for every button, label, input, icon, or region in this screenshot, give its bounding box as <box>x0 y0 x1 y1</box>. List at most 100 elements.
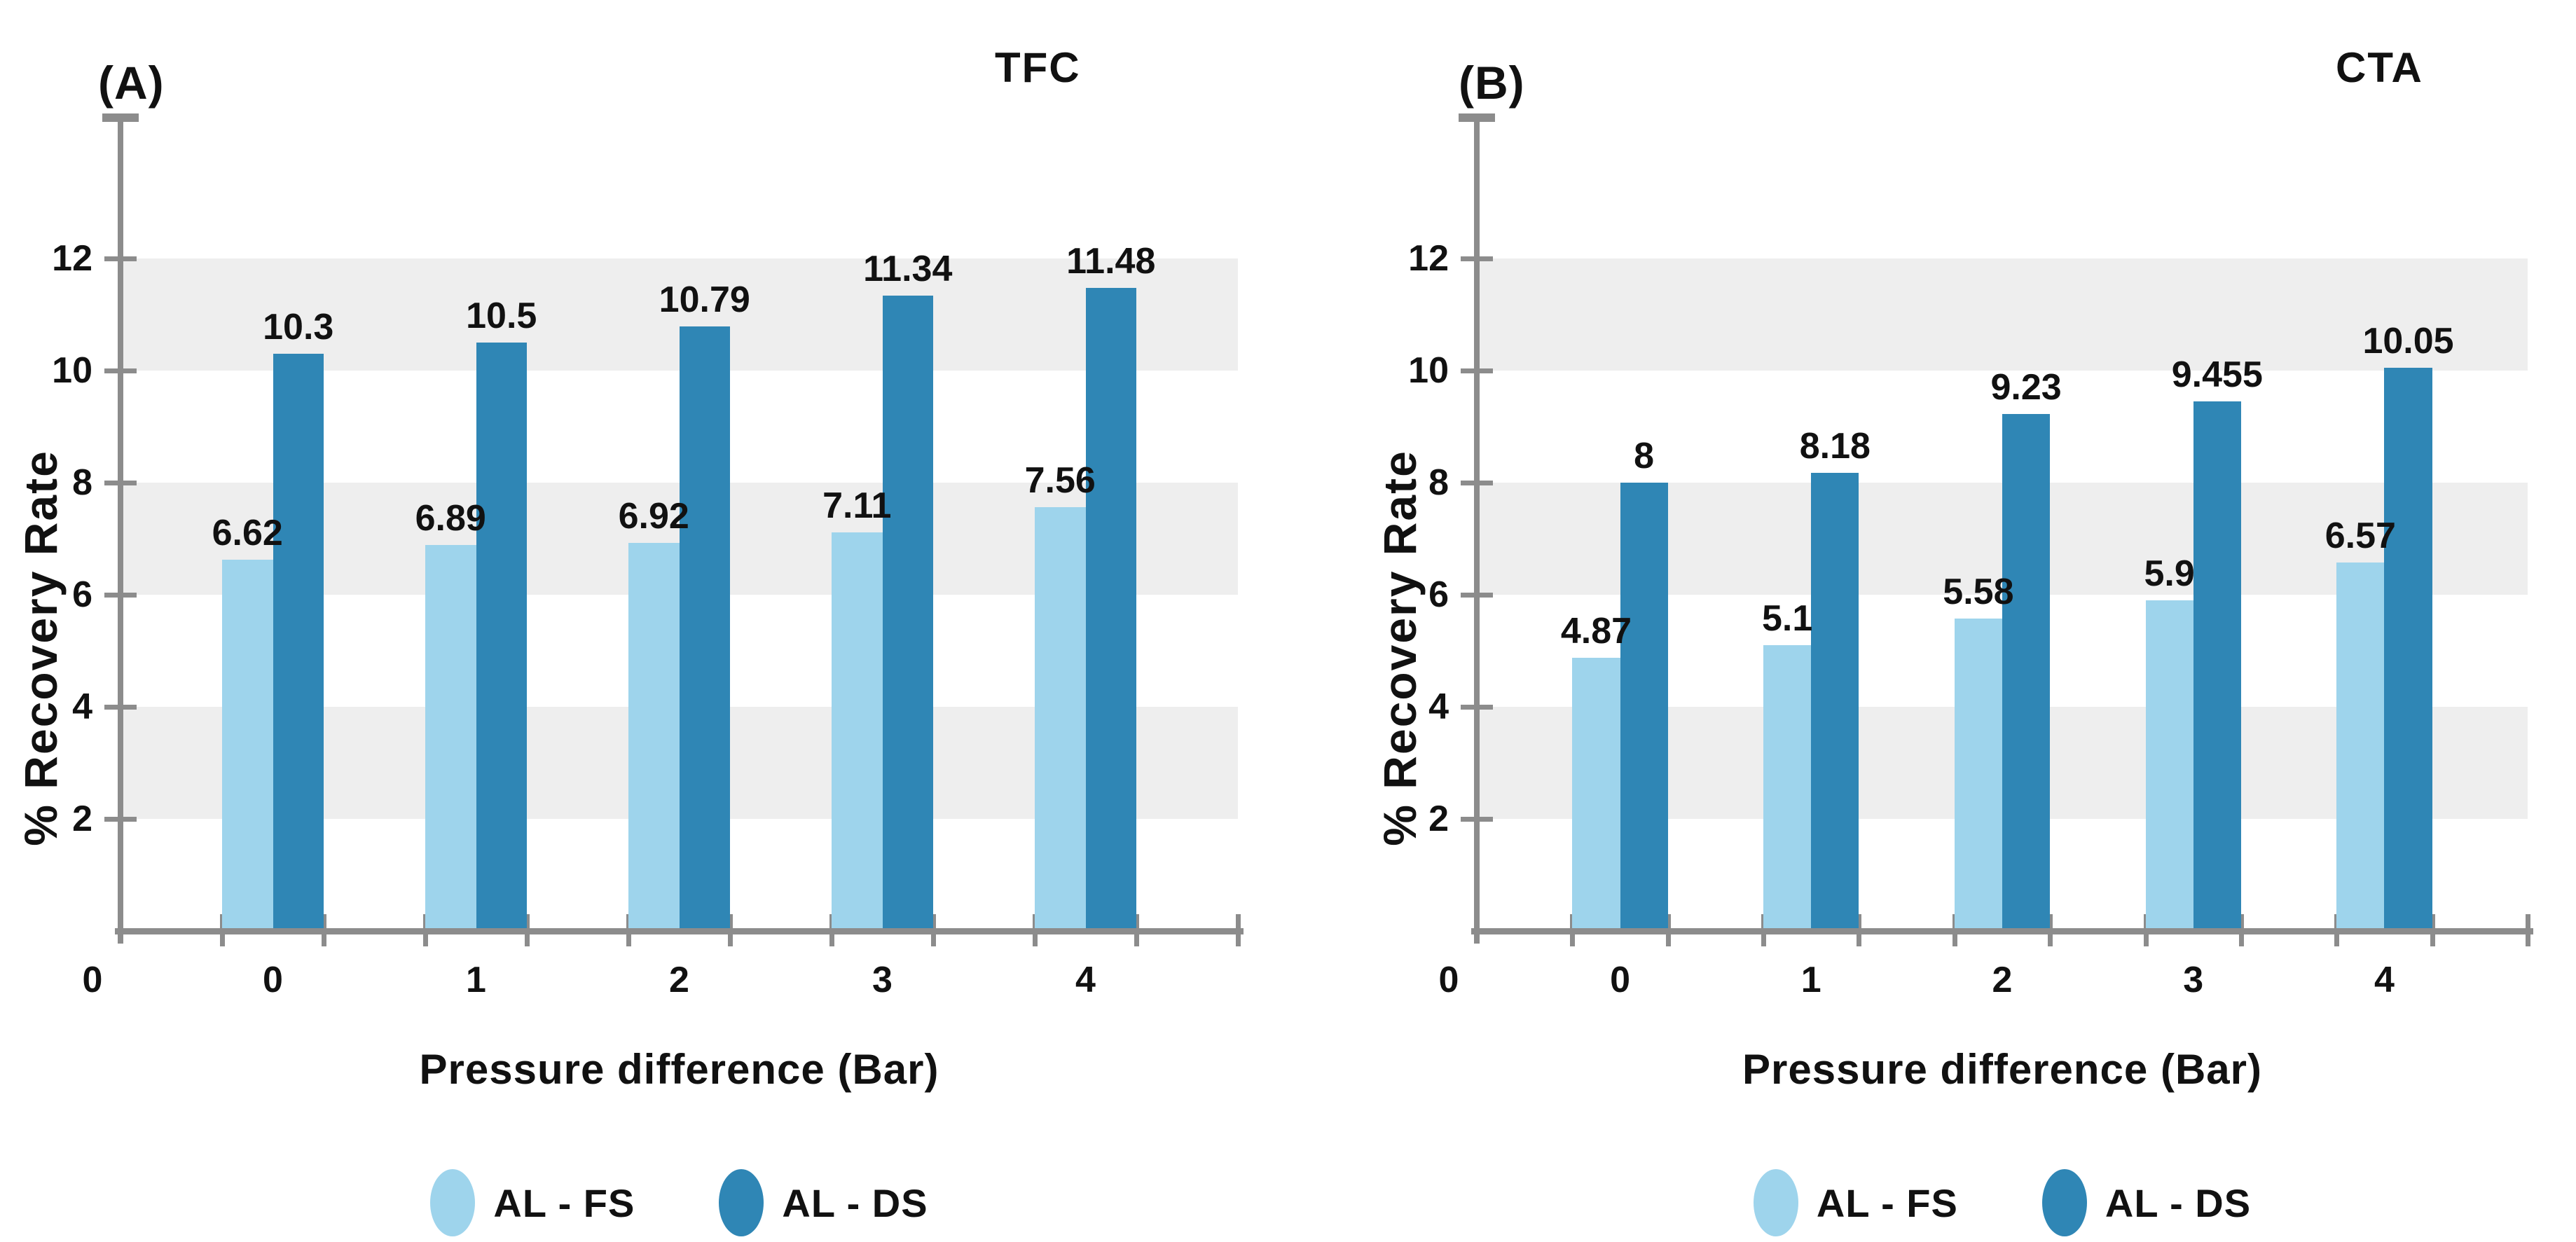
bar-al-fs <box>425 544 476 931</box>
x-category-label: 4 <box>2374 960 2395 1000</box>
y-tick-label: 10 <box>1408 350 1449 391</box>
legend-label-al-fs: AL - FS <box>1816 1180 1958 1225</box>
y-tick <box>1461 817 1493 822</box>
bar-al-fs <box>1763 645 1812 931</box>
y-tick <box>104 368 137 373</box>
bar-value-label: 10.05 <box>2362 321 2454 361</box>
legend: AL - FS AL - DS <box>1477 1164 2528 1241</box>
y-tick-label: 8 <box>1428 462 1449 503</box>
bar-al-fs <box>222 560 273 931</box>
bar-al-ds <box>1811 472 1859 931</box>
bar-value-label: 11.34 <box>863 248 953 289</box>
y-tick-label: 12 <box>1408 238 1449 279</box>
bar-al-fs <box>1954 618 2002 931</box>
legend-item-al-ds: AL - DS <box>2041 1169 2252 1236</box>
bar-al-ds <box>1620 483 1668 931</box>
chart-title-cta: CTA <box>2336 44 2423 91</box>
x-category-label: 4 <box>1075 960 1096 1000</box>
bar-al-ds <box>2384 368 2432 931</box>
plot-area: 2 4 6 8 10 12 0 0 6.62 10.3 1 6.89 10.5 2 6.92 10.79 3 7.… <box>52 113 1244 1000</box>
y-tick <box>104 705 137 710</box>
y-tick-label: 2 <box>72 799 92 839</box>
x-axis-title: Pressure difference (Bar) <box>419 1046 939 1093</box>
y-tick-label: 4 <box>1428 686 1449 727</box>
bar-value-label: 8 <box>1634 436 1655 476</box>
x-category-label: 0 <box>1610 960 1630 1000</box>
bar-value-label: 6.62 <box>212 513 283 554</box>
legend-label-al-ds: AL - DS <box>2105 1180 2252 1225</box>
y-tick-label: 12 <box>52 238 92 279</box>
panel-label-a: (A) <box>98 57 165 109</box>
y-axis-label: % Recovery Rate <box>15 450 67 846</box>
legend-item-al-fs: AL - FS <box>430 1169 635 1236</box>
chart-panel-b: (B) CTA % Recovery Rate 2 4 6 8 10 12 0 0 4.87 8 1… <box>1288 0 2575 1242</box>
chart-title-tfc: TFC <box>995 44 1081 91</box>
panel-label-b: (B) <box>1459 57 1525 109</box>
bar-al-fs <box>2145 600 2193 931</box>
plot-area: 2 4 6 8 10 12 0 0 4.87 8 1 5.1 8.18 2 5.58 9.23 3 5.9 9.45… <box>1408 113 2533 1000</box>
y-axis-line <box>1474 118 1480 944</box>
bar-value-label: 10.79 <box>659 279 750 320</box>
x-category-label: 1 <box>1800 960 1821 1000</box>
bar-al-fs <box>2336 563 2385 931</box>
bar-value-label: 5.1 <box>1762 598 1813 639</box>
legend: AL - FS AL - DS <box>120 1164 1238 1241</box>
origin-label: 0 <box>82 960 103 1000</box>
legend-swatch-al-ds <box>2041 1169 2087 1236</box>
bar-value-label: 6.92 <box>618 496 689 537</box>
bar-value-label: 10.3 <box>263 307 334 347</box>
legend-swatch-al-ds <box>719 1169 764 1236</box>
bar-value-label: 5.9 <box>2144 553 2195 594</box>
y-tick-label: 8 <box>72 462 92 503</box>
bar-value-label: 6.57 <box>2324 516 2396 557</box>
bar-al-ds <box>476 343 527 931</box>
y-axis-top-cap <box>102 113 139 122</box>
bar-value-label: 10.5 <box>466 296 537 336</box>
x-category-label: 1 <box>466 960 486 1000</box>
bar-al-fs <box>832 532 883 931</box>
bar-value-label: 9.23 <box>1990 366 2062 408</box>
bar-al-ds <box>2002 413 2051 931</box>
y-tick <box>1461 705 1493 710</box>
bar-al-ds <box>2193 401 2241 931</box>
bar-al-fs <box>628 543 680 931</box>
y-tick <box>1461 481 1493 485</box>
bar-value-label: 11.48 <box>1066 240 1156 282</box>
y-tick-label: 4 <box>72 686 92 727</box>
bar-al-ds <box>1085 287 1136 931</box>
y-axis-line <box>118 118 123 944</box>
legend-item-al-ds: AL - DS <box>719 1169 928 1236</box>
legend-label-al-fs: AL - FS <box>493 1180 635 1225</box>
bar-value-label: 9.455 <box>2171 354 2263 395</box>
y-tick <box>104 817 137 822</box>
legend-label-al-ds: AL - DS <box>782 1180 928 1225</box>
x-category-label: 0 <box>263 960 283 1000</box>
x-category-label: 2 <box>669 960 689 1000</box>
y-axis-label: % Recovery Rate <box>1374 450 1426 846</box>
bar-al-fs <box>1035 507 1086 931</box>
y-tick <box>104 593 137 598</box>
legend-swatch-al-fs <box>430 1169 476 1236</box>
legend-swatch-al-fs <box>1753 1169 1798 1236</box>
origin-label: 0 <box>1438 960 1459 1000</box>
x-axis-line <box>115 928 1244 934</box>
y-axis-top-cap <box>1459 113 1495 122</box>
y-tick <box>1461 368 1493 373</box>
y-tick-label: 6 <box>72 574 92 615</box>
bar-al-fs <box>1572 658 1620 931</box>
y-tick-label: 6 <box>1428 574 1449 615</box>
y-tick-label: 10 <box>52 350 92 391</box>
y-tick <box>1461 593 1493 598</box>
bar-al-ds <box>273 354 324 931</box>
y-tick <box>104 481 137 485</box>
bar-value-label: 4.87 <box>1560 611 1632 652</box>
bar-value-label: 7.56 <box>1024 460 1096 502</box>
x-axis-title: Pressure difference (Bar) <box>1742 1046 2262 1093</box>
x-category-label: 3 <box>2183 960 2204 1000</box>
y-tick <box>1461 256 1493 261</box>
bar-value-label: 6.89 <box>415 497 486 539</box>
bar-value-label: 8.18 <box>1799 425 1871 467</box>
legend-item-al-fs: AL - FS <box>1753 1169 1958 1236</box>
bar-al-ds <box>882 295 933 931</box>
